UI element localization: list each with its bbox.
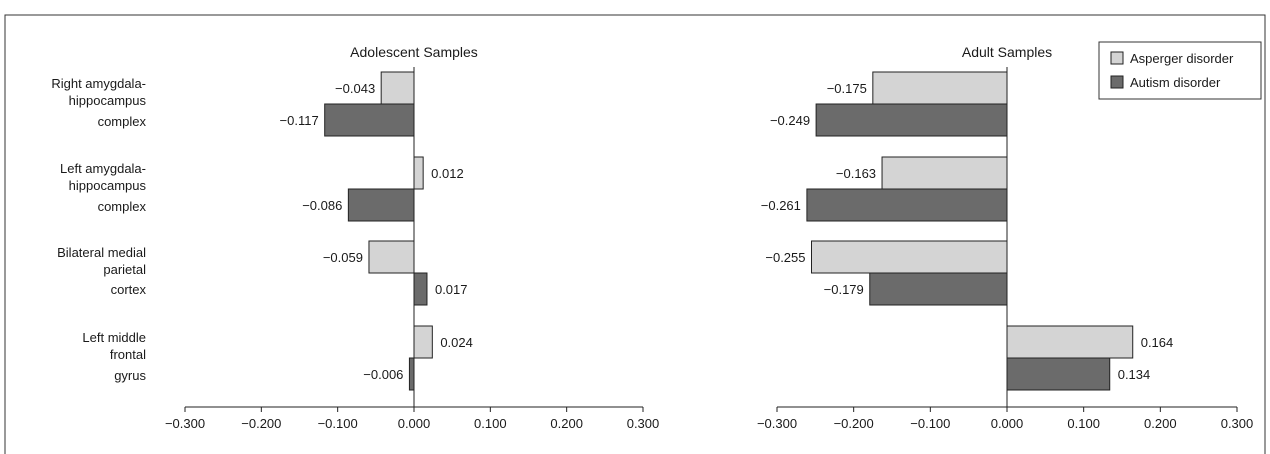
value-label: −0.179: [824, 282, 864, 297]
panel-title: Adult Samples: [962, 44, 1052, 60]
value-label: −0.249: [770, 113, 810, 128]
x-tick-label: 0.100: [1067, 416, 1100, 431]
x-tick-label: 0.200: [550, 416, 583, 431]
category-label: gyrus: [114, 368, 146, 383]
value-label: −0.117: [280, 113, 319, 128]
category-label: hippocampus: [69, 93, 147, 108]
legend-swatch: [1111, 52, 1123, 64]
value-label: 0.012: [431, 166, 464, 181]
bar: [409, 358, 414, 390]
category-label: parietal: [103, 262, 146, 277]
category-label: frontal: [110, 347, 146, 362]
value-label: −0.175: [827, 81, 867, 96]
value-label: −0.086: [302, 198, 342, 213]
legend-label: Autism disorder: [1130, 75, 1221, 90]
value-label: −0.059: [323, 250, 363, 265]
bar: [812, 241, 1008, 273]
bar: [882, 157, 1007, 189]
value-label: 0.024: [440, 335, 473, 350]
x-tick-label: 0.200: [1144, 416, 1177, 431]
x-tick-label: −0.200: [834, 416, 874, 431]
value-label: 0.164: [1141, 335, 1174, 350]
category-label: complex: [98, 199, 147, 214]
x-tick-label: 0.300: [1221, 416, 1254, 431]
category-label: Right amygdala-: [51, 76, 146, 91]
bar: [381, 72, 414, 104]
x-tick-label: −0.300: [165, 416, 205, 431]
value-label: −0.043: [335, 81, 375, 96]
bar: [414, 326, 432, 358]
x-tick-label: −0.100: [318, 416, 358, 431]
legend: Asperger disorder Autism disorder: [1099, 42, 1261, 99]
bar: [873, 72, 1007, 104]
bar: [369, 241, 414, 273]
value-label: −0.163: [836, 166, 876, 181]
bar: [1007, 358, 1110, 390]
category-label: Left middle: [82, 330, 146, 345]
bar: [870, 273, 1007, 305]
category-label: Bilateral medial: [57, 245, 146, 260]
bar: [325, 104, 414, 136]
x-tick-label: −0.100: [910, 416, 950, 431]
category-label: complex: [98, 114, 147, 129]
value-label: 0.134: [1118, 367, 1151, 382]
x-tick-label: −0.300: [757, 416, 797, 431]
bar: [1007, 326, 1133, 358]
category-label: hippocampus: [69, 178, 147, 193]
category-label: cortex: [111, 282, 147, 297]
bar: [414, 157, 423, 189]
value-label: 0.017: [435, 282, 468, 297]
bar: [816, 104, 1007, 136]
x-tick-label: 0.100: [474, 416, 507, 431]
value-label: −0.255: [765, 250, 805, 265]
value-label: −0.006: [363, 367, 403, 382]
bar: [807, 189, 1007, 221]
x-tick-label: 0.300: [627, 416, 660, 431]
bar: [414, 273, 427, 305]
x-tick-label: 0.000: [398, 416, 431, 431]
value-label: −0.261: [761, 198, 801, 213]
bar: [348, 189, 414, 221]
x-tick-label: −0.200: [241, 416, 281, 431]
x-tick-label: 0.000: [991, 416, 1024, 431]
legend-label: Asperger disorder: [1130, 51, 1234, 66]
panel-title: Adolescent Samples: [350, 44, 478, 60]
legend-swatch: [1111, 76, 1123, 88]
category-label: Left amygdala-: [60, 161, 146, 176]
